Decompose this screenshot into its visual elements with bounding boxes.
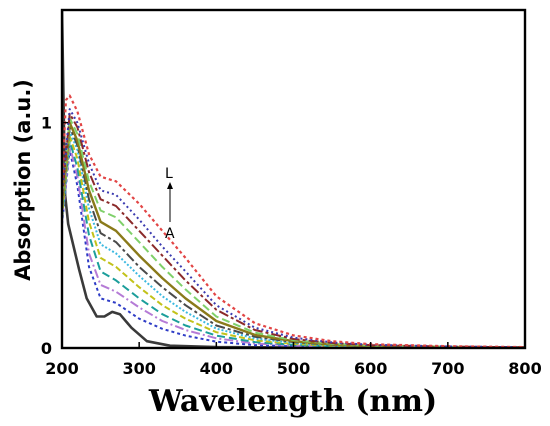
series-line-4 bbox=[62, 139, 525, 348]
x-tick-label: 800 bbox=[508, 359, 541, 378]
x-tick-label: 200 bbox=[45, 359, 78, 378]
x-tick-label: 300 bbox=[122, 359, 155, 378]
series-line-7 bbox=[62, 126, 525, 348]
annotation-top-label: L bbox=[165, 166, 173, 182]
annotation-bottom-label: A bbox=[165, 226, 175, 242]
series-line-11 bbox=[62, 108, 525, 348]
y-tick-label: 1 bbox=[41, 114, 52, 133]
annotation-group: L A bbox=[165, 166, 175, 242]
series-layer bbox=[62, 10, 525, 348]
ticks-layer: 200 300 400 500 600 700 800 0 1 bbox=[41, 114, 542, 378]
x-tick-label: 400 bbox=[200, 359, 233, 378]
annotation-arrow-head bbox=[167, 182, 173, 189]
series-line-1 bbox=[62, 10, 525, 348]
series-line-10 bbox=[62, 112, 525, 348]
x-axis-title: Wavelength (nm) bbox=[148, 384, 437, 419]
series-line-8 bbox=[62, 121, 525, 348]
x-tick-label: 500 bbox=[277, 359, 310, 378]
y-axis-title: Absorption (a.u.) bbox=[11, 79, 35, 281]
series-line-5 bbox=[62, 135, 525, 348]
series-line-6 bbox=[62, 130, 525, 348]
plot-frame bbox=[60, 8, 527, 350]
x-tick-label: 600 bbox=[354, 359, 387, 378]
y-tick-label: 0 bbox=[41, 339, 52, 358]
series-line-9 bbox=[62, 117, 525, 348]
x-tick-label: 700 bbox=[431, 359, 464, 378]
